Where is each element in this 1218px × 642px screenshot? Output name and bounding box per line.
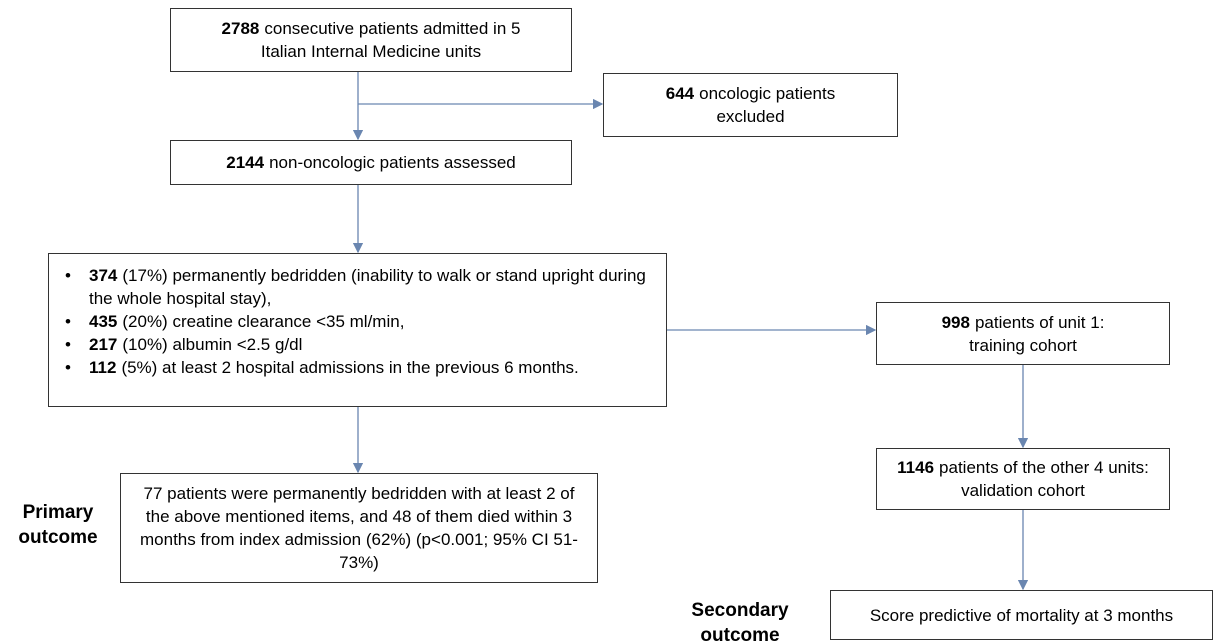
item-text: (5%) at least 2 hospital admissions in t… <box>121 358 579 377</box>
outcome-label: Primary outcome <box>18 502 98 548</box>
node-number: 644 <box>665 84 695 103</box>
criteria-item: 112(5%) at least 2 hospital admissions i… <box>65 356 656 379</box>
node-text: patients of the other 4 units: validatio… <box>939 458 1149 500</box>
criteria-list: 374(17%) permanently bedridden (inabilit… <box>65 264 656 379</box>
node: 1146 patients of the other 4 units: valid… <box>876 448 1170 510</box>
criteria-node: 374(17%) permanently bedridden (inabilit… <box>48 253 667 407</box>
node-number: 1146 <box>897 458 935 477</box>
node: 998 patients of unit 1: training cohort <box>876 302 1170 365</box>
criteria-item: 217(10%) albumin <2.5 g/dl <box>65 333 656 356</box>
node: 2788 consecutive patients admitted in 5 I… <box>170 8 572 72</box>
node-text: Score predictive of mortality at 3 month… <box>869 605 1174 625</box>
node: 77 patients were permanently bedridden w… <box>120 473 598 583</box>
criteria-item: 374(17%) permanently bedridden (inabilit… <box>65 264 656 310</box>
item-number: 374 <box>89 266 118 285</box>
node: 2144 non-oncologic patients assessed <box>170 140 572 185</box>
node-number: 2144 <box>226 153 265 172</box>
outcome-label: Secondary outcome <box>691 600 789 642</box>
node-text: oncologic patients excluded <box>699 84 836 126</box>
node-number: 998 <box>941 312 970 332</box>
item-number: 217 <box>89 335 118 354</box>
node: 644 oncologic patients excluded <box>603 73 898 137</box>
node-number: 2788 <box>221 19 260 38</box>
item-text: (17%) permanently bedridden (inability t… <box>89 266 646 308</box>
node-text: patients of unit 1: training cohort <box>969 312 1105 355</box>
item-number: 435 <box>89 312 118 331</box>
criteria-item: 435(20%) creatine clearance <35 ml/min, <box>65 310 656 333</box>
node: Score predictive of mortality at 3 month… <box>830 590 1213 640</box>
item-text: (20%) creatine clearance <35 ml/min, <box>122 312 405 331</box>
node-text: consecutive patients admitted in 5 Itali… <box>260 19 521 61</box>
node-text: 77 patients were permanently bedridden w… <box>140 484 578 572</box>
item-text: (10%) albumin <2.5 g/dl <box>122 335 303 354</box>
node-text: non-oncologic patients assessed <box>269 153 516 172</box>
item-number: 112 <box>89 358 117 377</box>
